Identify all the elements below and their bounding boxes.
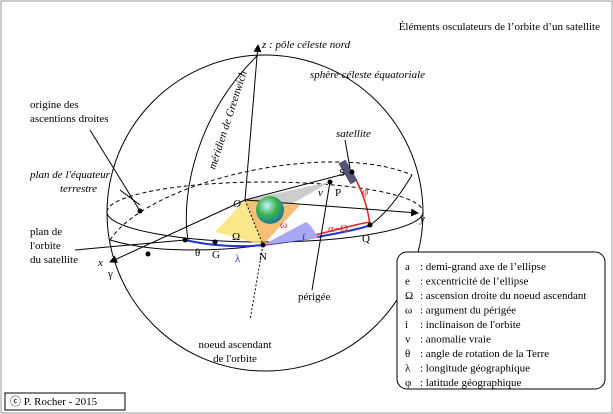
Omega-label: Ω bbox=[232, 231, 240, 243]
point-P: P bbox=[335, 187, 341, 199]
z-axis bbox=[245, 45, 258, 200]
legend-text: : longitude géographique bbox=[420, 363, 530, 375]
title: Éléments osculateurs de l’orbite d’un sa… bbox=[399, 21, 600, 33]
legend-text: : excentricité de l’ellipse bbox=[420, 276, 529, 288]
legend-text: : anomalie vraie bbox=[420, 334, 491, 346]
point-S: S bbox=[339, 167, 345, 179]
y-label: y bbox=[419, 213, 425, 225]
legend-symbol: v bbox=[405, 334, 411, 346]
legend-text: : latitude géographique bbox=[420, 377, 522, 389]
lambda-label: λ bbox=[235, 253, 241, 265]
i-label: i bbox=[302, 231, 305, 243]
legend-text: : demi-grand axe de l’ellipse bbox=[420, 261, 546, 273]
legend-symbol: i bbox=[405, 319, 408, 331]
alpha-label: α−Ω bbox=[328, 223, 348, 235]
diagram: Éléments osculateurs de l’orbite d’un sa… bbox=[0, 0, 613, 414]
legend-symbol: φ bbox=[405, 377, 411, 389]
legend-symbol: ω bbox=[405, 305, 412, 317]
sphere-label: sphère céleste équatoriale bbox=[310, 69, 425, 81]
nu-label: v bbox=[318, 187, 323, 199]
legend-symbol: θ bbox=[405, 348, 410, 360]
point-G: G bbox=[212, 249, 220, 261]
credit: ⓒ P. Rocher - 2015 bbox=[10, 395, 98, 408]
perigee-label: périgée bbox=[298, 291, 330, 303]
legend-symbol: a bbox=[405, 261, 410, 273]
phi-label: φ bbox=[362, 186, 368, 198]
legend-symbol: λ bbox=[405, 363, 411, 375]
satellite-label: satellite bbox=[336, 128, 371, 140]
gamma-label: γ bbox=[107, 268, 113, 280]
meridian-label: méridien de Greenwich bbox=[206, 69, 249, 171]
legend-symbol: Ω bbox=[405, 290, 413, 302]
z-label: z : pôle céleste nord bbox=[261, 39, 351, 51]
legend-text: : inclinaison de l'orbite bbox=[420, 319, 521, 331]
legend-text: : argument du périgée bbox=[420, 305, 516, 317]
orbit-front-right bbox=[370, 175, 412, 225]
legend-symbol: e bbox=[405, 276, 410, 288]
x-label: x bbox=[97, 257, 103, 269]
point-N: N bbox=[259, 251, 267, 263]
point-O: O bbox=[233, 198, 241, 210]
legend-text: : angle de rotation de la Terre bbox=[420, 348, 549, 360]
omega-label: ω bbox=[280, 219, 287, 231]
theta-label: θ bbox=[195, 247, 200, 259]
point-Q: Q bbox=[362, 233, 370, 245]
legend-text: : ascension droite du noeud ascendant bbox=[420, 290, 586, 302]
